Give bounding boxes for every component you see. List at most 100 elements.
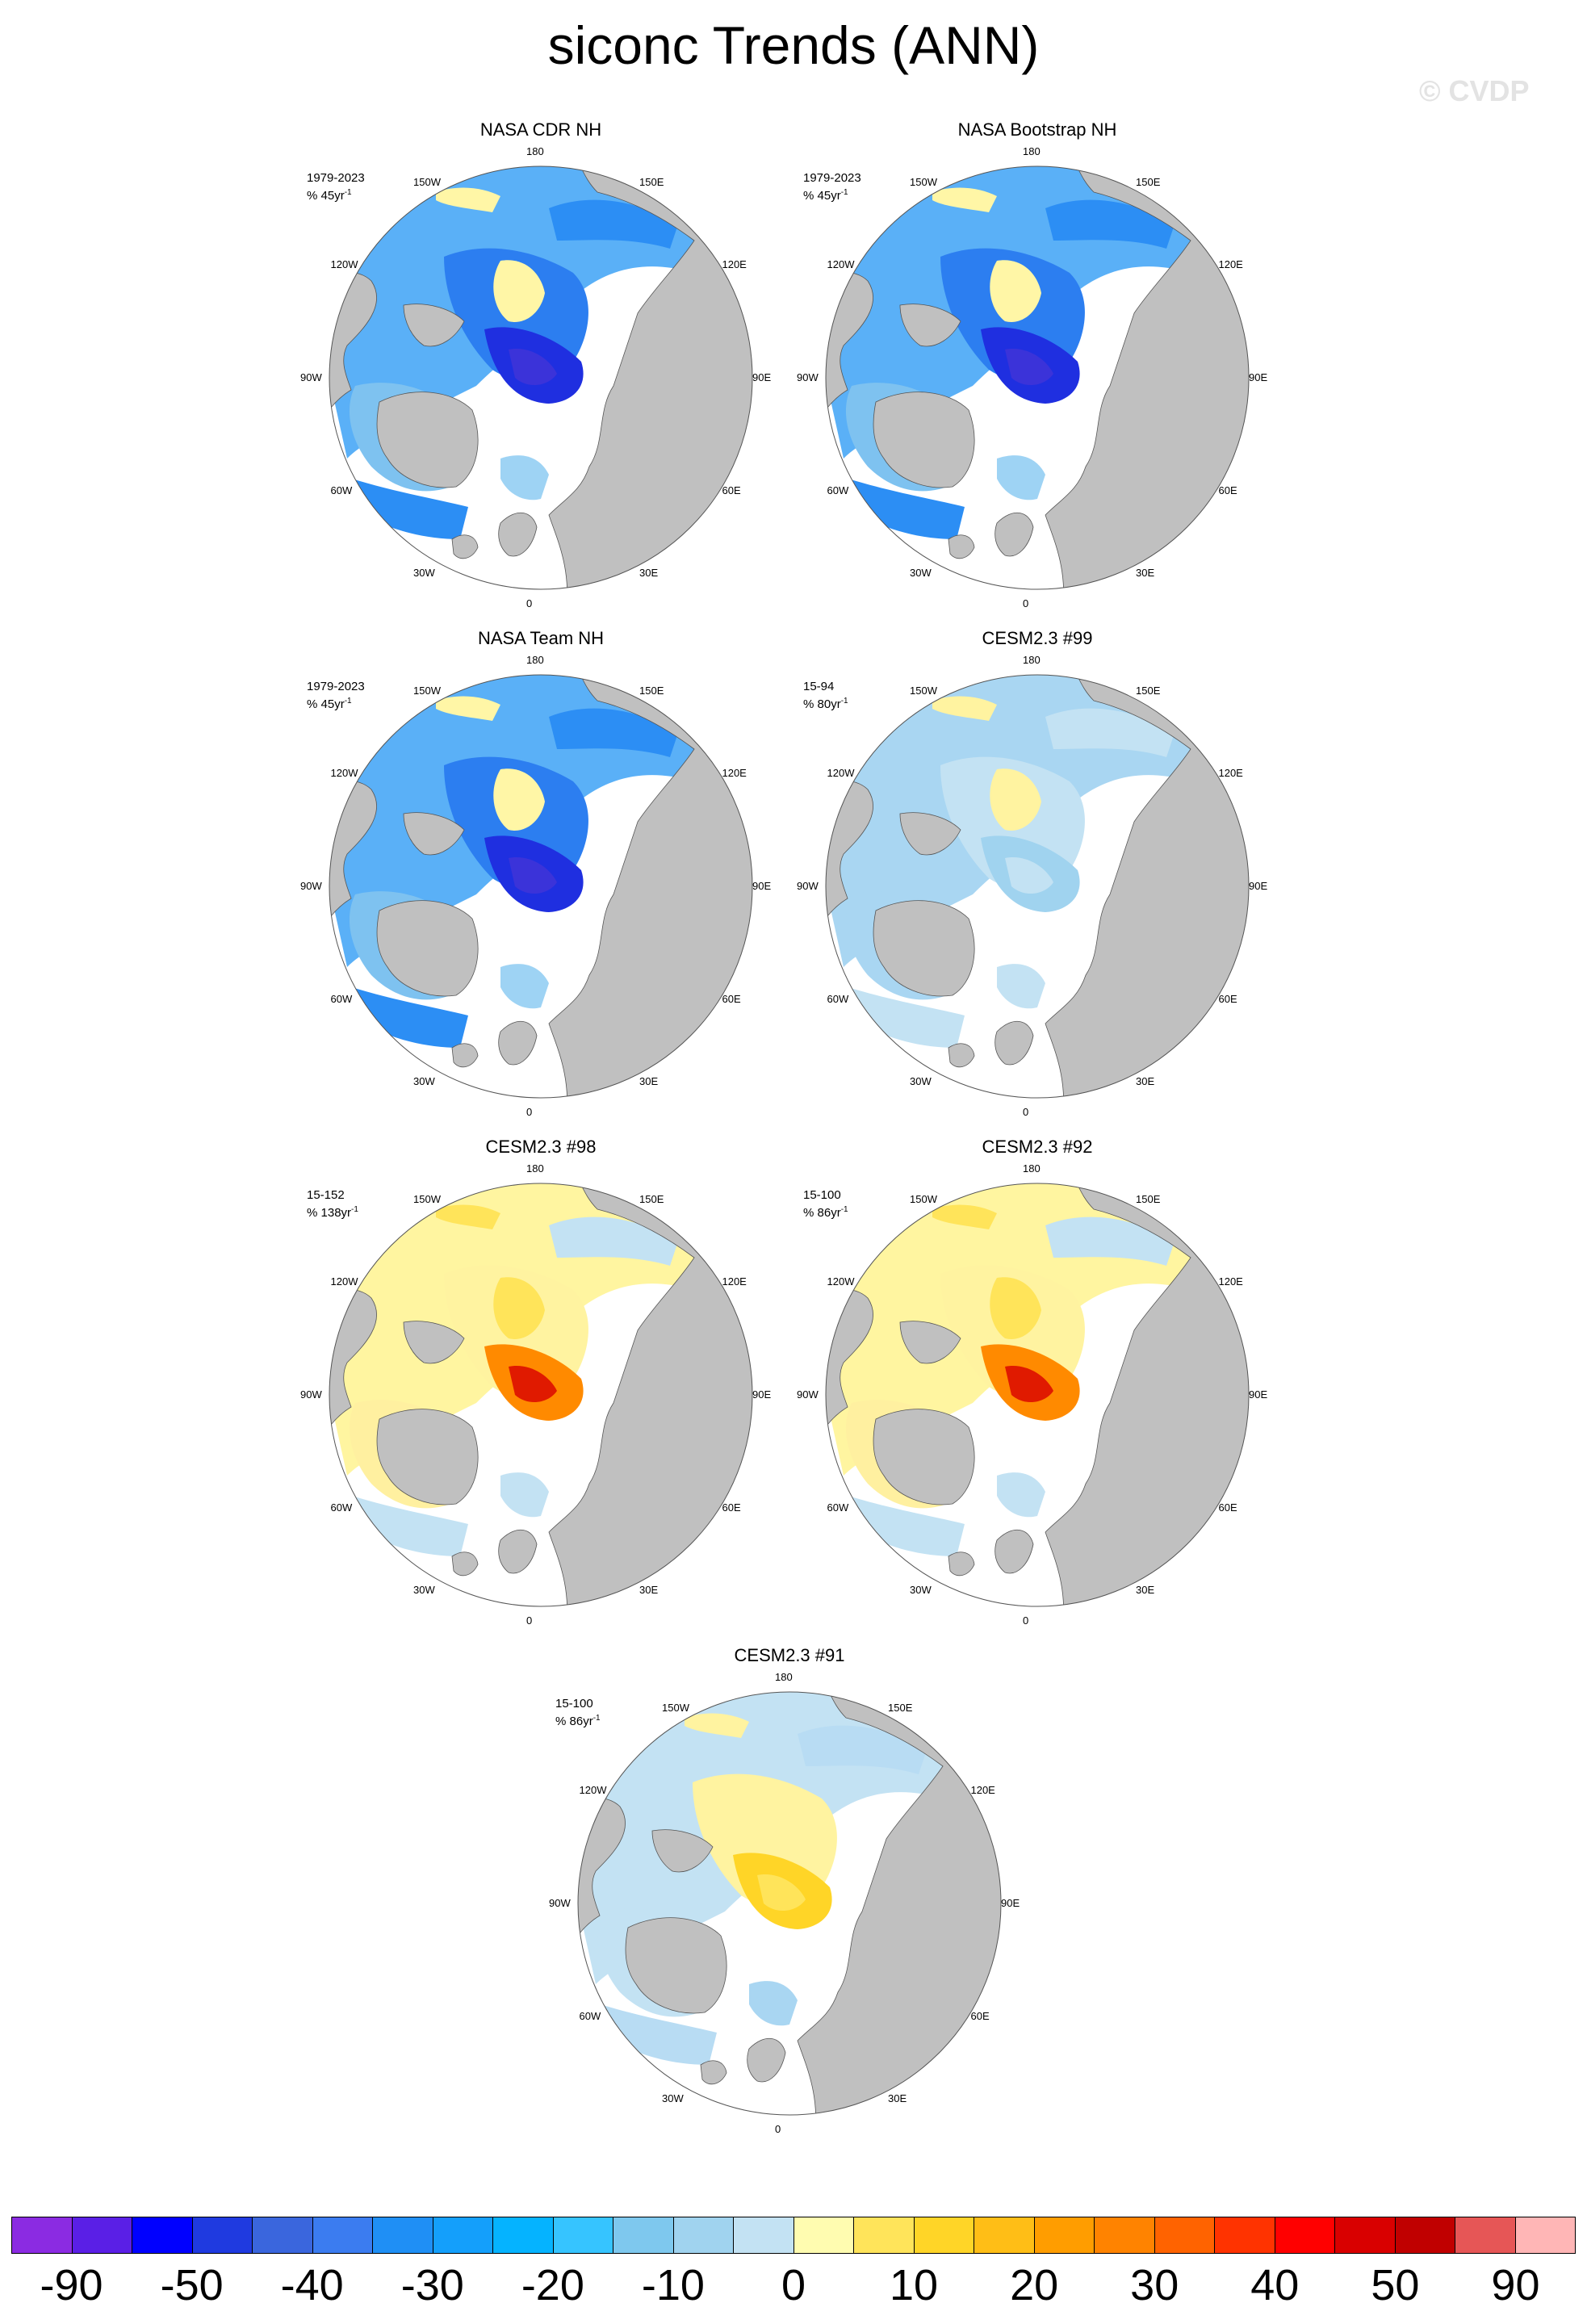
panel-title: CESM2.3 #98 — [485, 1137, 597, 1157]
longitude-label: 120E — [1218, 1275, 1243, 1288]
nordic-seas-trend — [500, 455, 549, 500]
arctic-yellow-trend — [493, 768, 545, 831]
map-panel: CESM2.3 #99 180 150E 120E 90E 60E 30E 0 30W 60W 90… — [755, 628, 1320, 1129]
trend-units: % 45yr-1 — [803, 186, 861, 203]
trend-metadata: 15-100% 86yr-1 — [555, 1697, 601, 1729]
trend-units: % 86yr-1 — [555, 1711, 601, 1729]
longitude-label: 30E — [888, 2092, 907, 2105]
longitude-label: 150E — [639, 175, 664, 188]
colorbar-tick-label: 0 — [781, 2261, 806, 2309]
trend-metadata: 15-152% 138yr-1 — [307, 1188, 358, 1221]
longitude-label: 30W — [413, 567, 435, 580]
colorbar-swatch — [192, 2217, 253, 2253]
trend-unit-text: % 80yr — [803, 697, 841, 711]
trend-units: % 138yr-1 — [307, 1203, 358, 1221]
longitude-label: 180 — [526, 1162, 544, 1175]
nordic-seas-trend — [997, 455, 1045, 500]
land-greenland — [873, 1409, 975, 1505]
colorbar-swatch — [1455, 2217, 1516, 2253]
longitude-label: 150E — [639, 684, 664, 697]
land-eurasia — [548, 676, 752, 1098]
longitude-label: 90E — [1249, 371, 1268, 383]
trend-unit-text: % 86yr — [555, 1715, 593, 1728]
colorbar-tick-label: 20 — [1010, 2261, 1059, 2309]
longitude-label: 60E — [722, 993, 741, 1005]
longitude-label: 120W — [579, 1784, 607, 1796]
longitude-label: 30W — [413, 1584, 435, 1597]
longitude-label: 120W — [827, 258, 855, 270]
arctic-yellow-trend — [990, 260, 1041, 322]
longitude-label: 30W — [910, 1075, 932, 1088]
land-scandinavia — [498, 1020, 538, 1066]
longitude-label: 180 — [1023, 145, 1041, 157]
longitude-label: 90W — [549, 1897, 571, 1909]
land-greenland — [376, 392, 479, 488]
bering-yellow-trend — [436, 187, 500, 212]
land-scandinavia — [994, 512, 1034, 557]
land-arctic-islands — [899, 1321, 961, 1364]
map-panel: CESM2.3 #91 180 150E 120E 90E 60E 30E 0 30W 60W 90… — [507, 1645, 1072, 2146]
longitude-label: 120E — [970, 1784, 995, 1796]
longitude-label: 60W — [330, 484, 353, 496]
longitude-label: 150W — [910, 175, 937, 188]
trend-unit-text: % 138yr — [307, 1206, 352, 1220]
land-scandinavia — [498, 512, 538, 557]
trend-units: % 45yr-1 — [307, 186, 365, 203]
colorbar-swatch — [1515, 2217, 1575, 2253]
colorbar-tick-label: 10 — [890, 2261, 939, 2309]
map-boundary — [825, 165, 1250, 590]
longitude-label: 30E — [1136, 1584, 1155, 1597]
land-greenland — [376, 900, 479, 997]
land-greenland — [625, 1917, 727, 2014]
map-boundary — [577, 1691, 1002, 2116]
longitude-label: 120E — [1218, 767, 1243, 779]
trend-metadata: 1979-2023% 45yr-1 — [307, 680, 365, 712]
east-siberian-trend — [549, 708, 678, 757]
map-panel: NASA Bootstrap NH 180 150E 120E 90E 60E 30E 0 30… — [755, 119, 1320, 620]
land-eurasia — [548, 1184, 752, 1606]
barents-kara-core — [757, 1874, 806, 1912]
trend-period: 1979-2023 — [803, 171, 861, 185]
land-eurasia — [1045, 167, 1249, 589]
land-scandinavia — [994, 1020, 1034, 1066]
nordic-seas-trend — [997, 1472, 1045, 1518]
east-siberian-trend — [1045, 199, 1175, 249]
longitude-label: 30E — [639, 1584, 659, 1597]
trend-metadata: 15-100% 86yr-1 — [803, 1188, 848, 1221]
land-scandinavia — [994, 1529, 1034, 1574]
colorbar-swatch — [253, 2217, 313, 2253]
trend-period: 15-100 — [803, 1188, 841, 1202]
land-greenland — [873, 392, 975, 488]
longitude-label: 180 — [526, 145, 544, 157]
colorbar-tick-label: 90 — [1491, 2261, 1540, 2309]
longitude-label: 60W — [827, 484, 849, 496]
land-british-isles — [700, 2060, 727, 2085]
longitude-label: 90W — [797, 371, 819, 383]
longitude-label: 120W — [827, 767, 855, 779]
longitude-label: 30W — [910, 1584, 932, 1597]
east-siberian-trend — [549, 1216, 678, 1266]
land-british-isles — [451, 1043, 479, 1068]
longitude-label: 30W — [413, 1075, 435, 1088]
east-siberian-trend — [798, 1725, 927, 1774]
land-british-isles — [948, 1551, 975, 1577]
colorbar-swatch — [493, 2217, 554, 2253]
longitude-label: 120E — [722, 767, 747, 779]
land-greenland — [376, 1409, 479, 1505]
map-boundary — [329, 674, 753, 1099]
longitude-label: 150W — [413, 684, 441, 697]
trend-unit-exponent: -1 — [840, 697, 848, 706]
colorbar-swatch — [734, 2217, 794, 2253]
colorbar-swatch — [72, 2217, 132, 2253]
longitude-label: 60W — [330, 1501, 353, 1514]
map-content — [826, 675, 1249, 1098]
trend-period: 1979-2023 — [307, 171, 365, 185]
east-siberian-trend — [549, 199, 678, 249]
longitude-label: 90E — [752, 1388, 772, 1401]
labrador-sea-trend — [339, 983, 468, 1048]
arctic-yellow-trend — [493, 260, 545, 322]
colorbar-swatch — [1095, 2217, 1155, 2253]
map-boundary — [329, 165, 753, 590]
colorbar-labels: -90 -50 -40 -30 -20 -10 0 10 20 30 40 50 90 — [11, 2260, 1576, 2309]
longitude-label: 120E — [722, 1275, 747, 1288]
